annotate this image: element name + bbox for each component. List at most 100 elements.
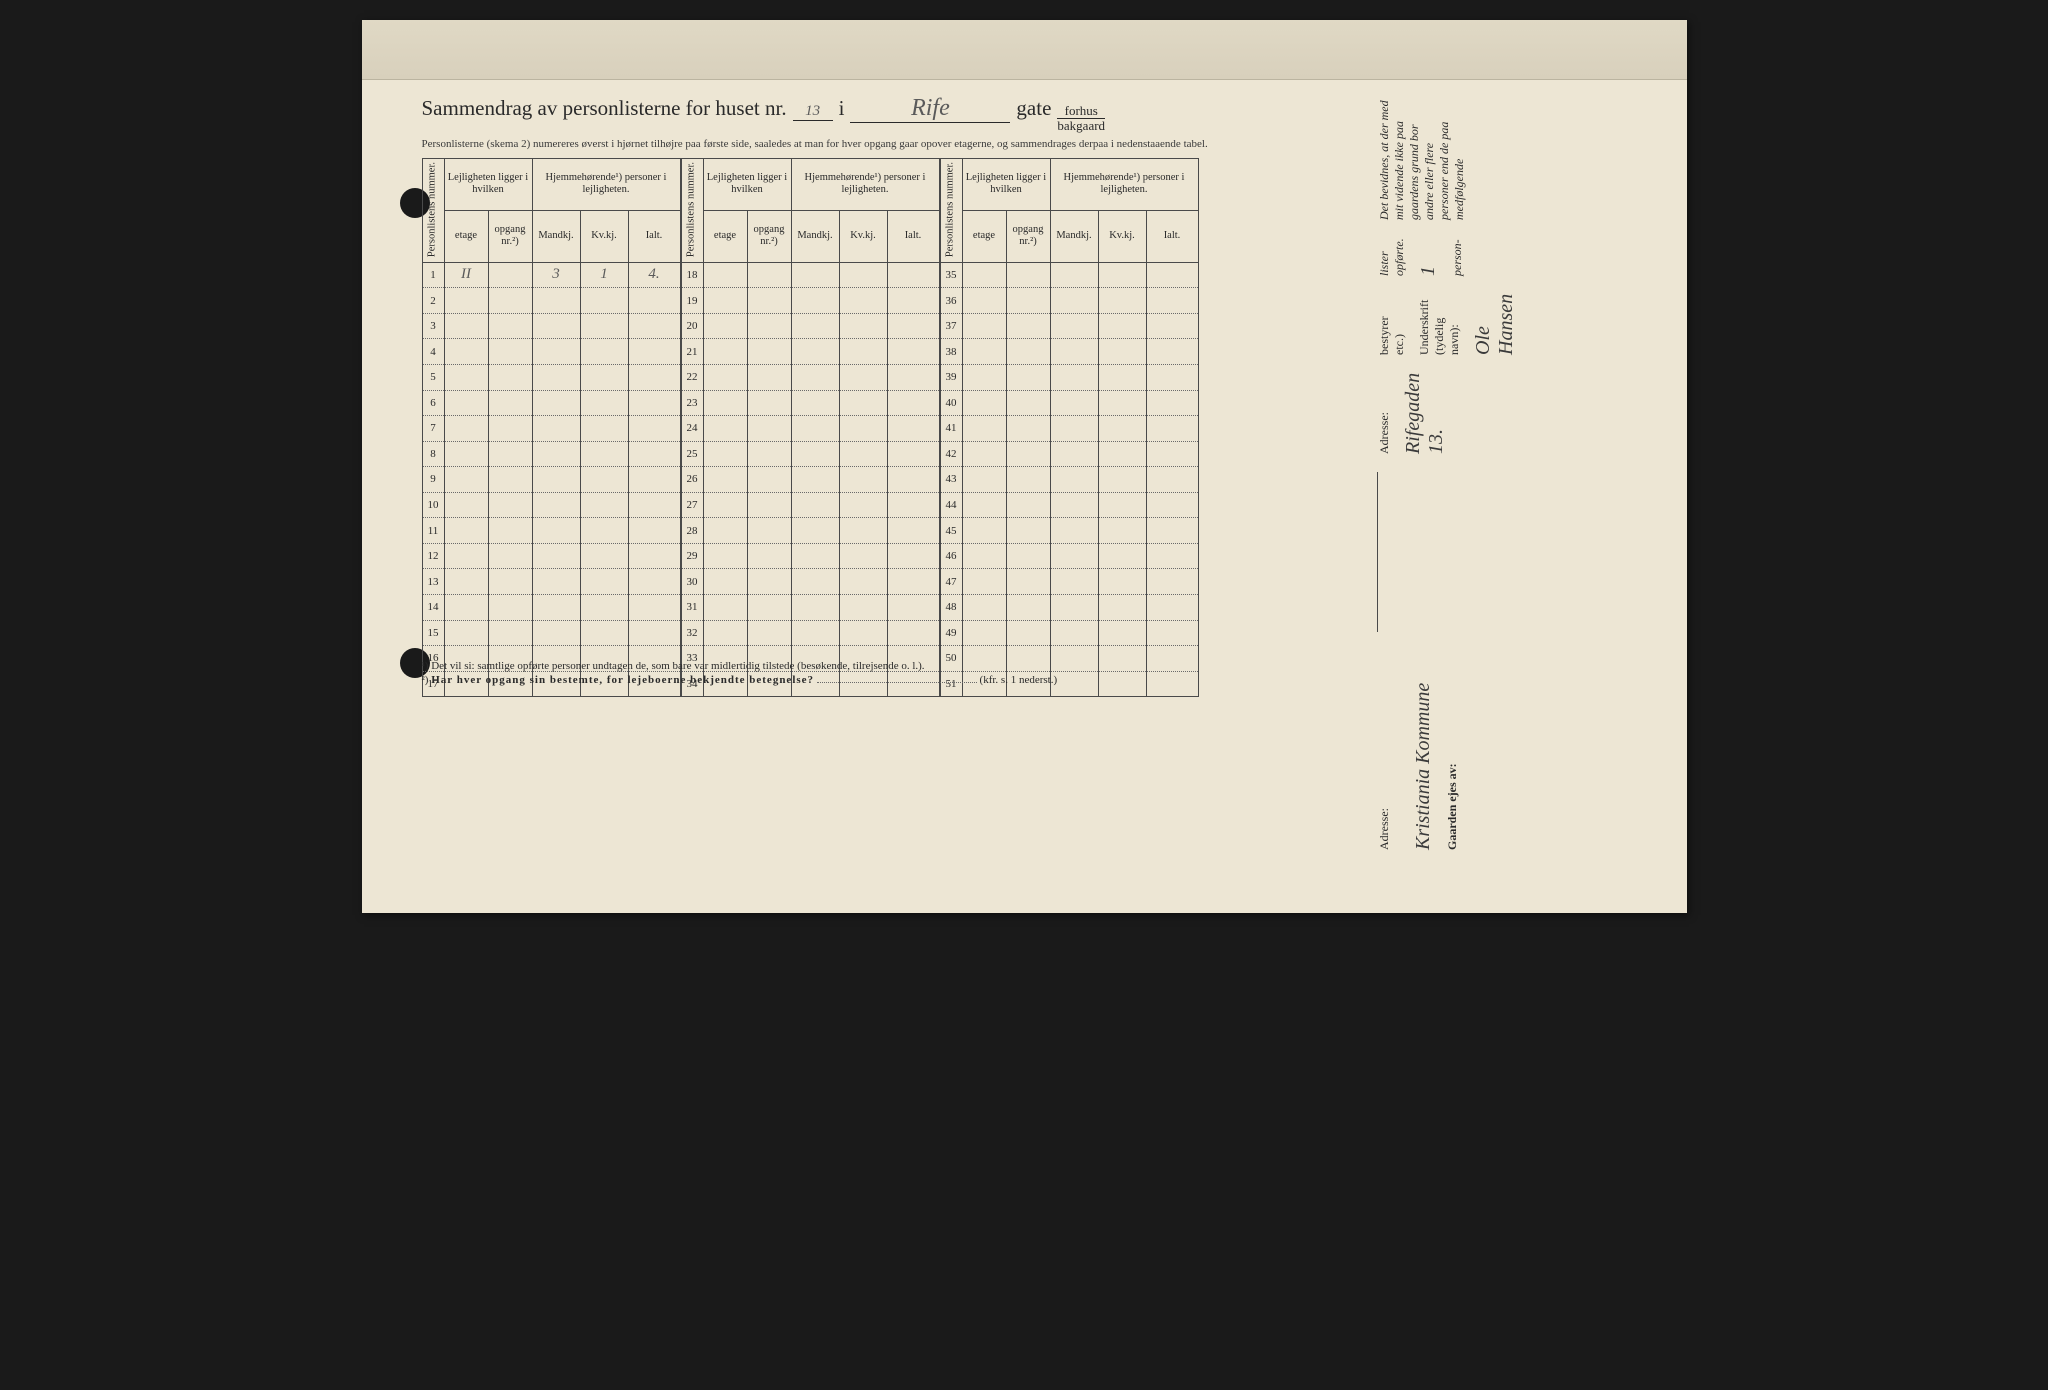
col-kvkj: Kv.kj. — [839, 210, 887, 262]
cell-etage — [703, 441, 747, 467]
col-lejligheten: Lejligheten ligger i hvilken — [962, 158, 1050, 210]
table-row: 41 — [940, 416, 1198, 442]
table-row: 43 — [940, 467, 1198, 493]
cell-ialt — [628, 467, 680, 493]
col-mandkj: Mandkj. — [791, 210, 839, 262]
attestation-block: Adresse: Kristiania Kommune Gaarden ejes… — [1377, 100, 1657, 850]
cell-etage — [444, 543, 488, 569]
cell-ialt — [1146, 441, 1198, 467]
title-i: i — [839, 96, 845, 121]
cell-opgang — [488, 339, 532, 365]
cell-ialt — [1146, 313, 1198, 339]
cell-mandkj — [532, 288, 580, 314]
cell-kvkj — [580, 595, 628, 621]
cell-ialt — [1146, 492, 1198, 518]
cell-ialt — [628, 339, 680, 365]
cell-mandkj — [532, 339, 580, 365]
row-number: 45 — [940, 518, 962, 544]
row-number: 8 — [422, 441, 444, 467]
cell-kvkj — [580, 518, 628, 544]
row-number: 25 — [681, 441, 703, 467]
cell-ialt — [887, 595, 939, 621]
row-number: 41 — [940, 416, 962, 442]
col-personlistens: Personlistens nummer. — [681, 158, 703, 262]
cell-kvkj — [1098, 569, 1146, 595]
cell-kvkj — [839, 595, 887, 621]
cell-kvkj — [839, 262, 887, 288]
cell-etage — [444, 339, 488, 365]
cell-ialt — [1146, 262, 1198, 288]
cell-etage — [962, 518, 1006, 544]
cell-ialt — [1146, 569, 1198, 595]
cell-opgang — [1006, 518, 1050, 544]
row-number: 22 — [681, 364, 703, 390]
row-number: 6 — [422, 390, 444, 416]
cell-kvkj — [1098, 262, 1146, 288]
gaarden-owner: Kristiania Kommune — [1412, 650, 1435, 850]
cell-opgang — [488, 416, 532, 442]
cell-opgang — [1006, 646, 1050, 672]
cell-kvkj — [580, 441, 628, 467]
cell-mandkj — [1050, 467, 1098, 493]
row-number: 24 — [681, 416, 703, 442]
cell-ialt — [1146, 595, 1198, 621]
cell-etage — [962, 390, 1006, 416]
table-row: 36 — [940, 288, 1198, 314]
table-row: 44 — [940, 492, 1198, 518]
cell-kvkj — [1098, 313, 1146, 339]
cell-kvkj — [839, 467, 887, 493]
cell-kvkj — [580, 339, 628, 365]
table-row: 39 — [940, 364, 1198, 390]
cell-opgang — [488, 390, 532, 416]
cell-opgang — [488, 313, 532, 339]
cell-opgang — [1006, 467, 1050, 493]
cell-etage — [962, 416, 1006, 442]
cell-mandkj — [791, 313, 839, 339]
cell-ialt — [628, 569, 680, 595]
cell-ialt — [628, 543, 680, 569]
cell-mandkj — [532, 467, 580, 493]
cell-mandkj — [791, 569, 839, 595]
cell-kvkj — [580, 492, 628, 518]
cell-opgang — [747, 390, 791, 416]
cell-opgang — [1006, 339, 1050, 365]
cell-opgang — [488, 467, 532, 493]
cell-opgang — [488, 543, 532, 569]
row-number: 32 — [681, 620, 703, 646]
cell-etage — [962, 364, 1006, 390]
cell-opgang — [1006, 262, 1050, 288]
cell-ialt — [628, 595, 680, 621]
cell-kvkj — [1098, 467, 1146, 493]
fraction-top: forhus — [1057, 104, 1105, 119]
signature-column-2: bestyrer etc.) Underskrift (tydelig navn… — [1377, 294, 1518, 355]
cell-opgang — [747, 262, 791, 288]
row-number: 10 — [422, 492, 444, 518]
cell-opgang — [488, 262, 532, 288]
cell-ialt — [628, 441, 680, 467]
vertical-rule — [1377, 472, 1378, 632]
count-value: 1 — [1417, 238, 1440, 276]
table-row: 15 — [422, 620, 680, 646]
cell-opgang — [1006, 313, 1050, 339]
cell-ialt — [887, 262, 939, 288]
cell-ialt — [1146, 467, 1198, 493]
cell-ialt — [628, 390, 680, 416]
cell-mandkj — [1050, 569, 1098, 595]
row-number: 46 — [940, 543, 962, 569]
table-row: 35 — [940, 262, 1198, 288]
underskrift-label: Underskrift (tydelig navn): — [1417, 294, 1462, 355]
col-ialt: Ialt. — [628, 210, 680, 262]
row-number: 35 — [940, 262, 962, 288]
col-mandkj: Mandkj. — [532, 210, 580, 262]
row-number: 49 — [940, 620, 962, 646]
col-ialt: Ialt. — [887, 210, 939, 262]
table-row: 1 II 3 1 4. — [422, 262, 680, 288]
cell-opgang — [488, 569, 532, 595]
cell-mandkj — [532, 313, 580, 339]
cell-kvkj — [1098, 441, 1146, 467]
cell-ialt — [628, 416, 680, 442]
row-number: 40 — [940, 390, 962, 416]
table-row: 25 — [681, 441, 939, 467]
cell-kvkj — [1098, 595, 1146, 621]
row-number: 50 — [940, 646, 962, 672]
